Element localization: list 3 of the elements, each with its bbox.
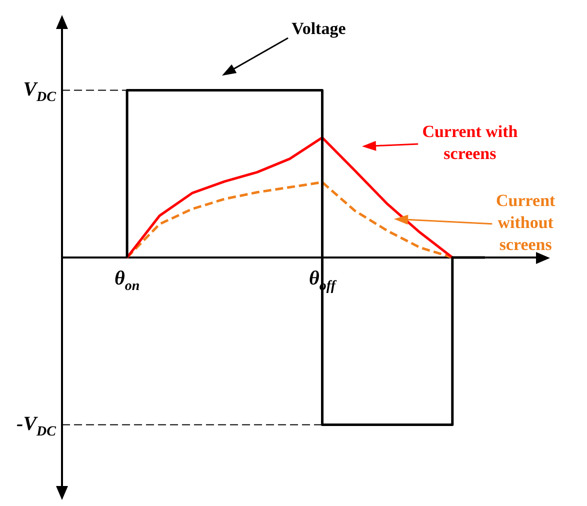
annotation: Current with screens xyxy=(422,122,518,163)
annotation: Current without screens xyxy=(496,190,556,254)
text: Voltage xyxy=(292,18,346,38)
